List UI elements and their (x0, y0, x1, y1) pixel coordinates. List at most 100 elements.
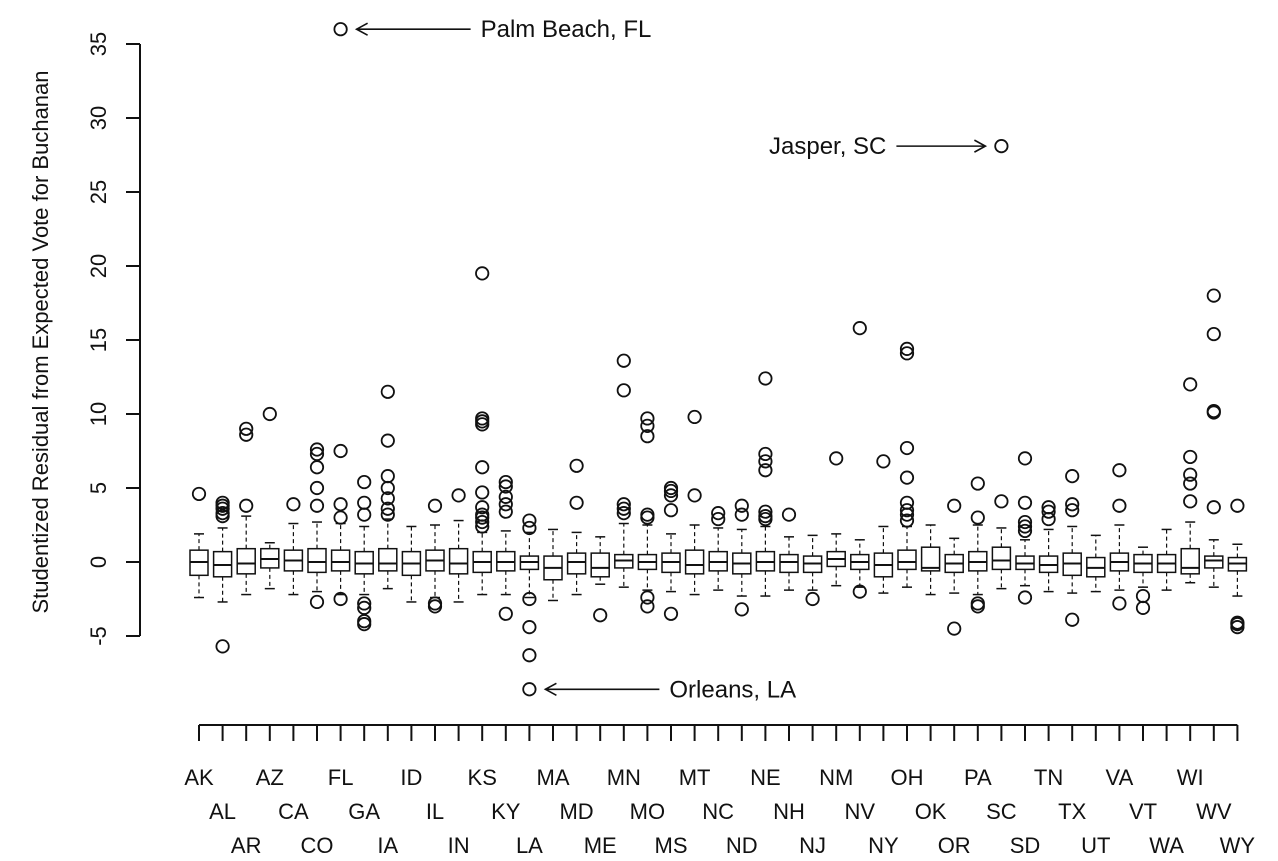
outlier-point (1206, 326, 1221, 342)
outlier-point (1206, 500, 1221, 515)
box-iqr (378, 547, 398, 572)
annotation-arrow (896, 139, 988, 153)
box-SC (991, 527, 1012, 590)
x-tick-label: MS (655, 833, 688, 858)
x-tick-label: MT (679, 765, 711, 790)
box-GA (354, 525, 374, 596)
box-NV (850, 539, 870, 588)
outlier-point (1065, 612, 1080, 627)
box-iqr (236, 547, 256, 575)
box-iqr (590, 552, 610, 578)
box-TX (1062, 525, 1082, 594)
box-MD (566, 531, 587, 596)
y-tick-label: -5 (86, 626, 111, 646)
x-tick-label: IL (426, 799, 444, 824)
outlier-point (734, 507, 749, 522)
x-tick-label: CO (301, 833, 334, 858)
outlier-point (309, 446, 325, 462)
outlier-point (215, 639, 230, 654)
outlier-point (569, 495, 584, 510)
outlier-point (309, 460, 325, 475)
box-iqr (897, 549, 917, 571)
box-WY (1227, 543, 1248, 597)
outlier-point (357, 614, 372, 629)
box-MA (543, 528, 563, 602)
outlier-point (1017, 451, 1033, 466)
x-tick-label: NC (702, 799, 734, 824)
box-WV (1204, 539, 1224, 588)
x-tick-label: OR (938, 833, 971, 858)
outlier-point (640, 429, 655, 444)
outlier-point (1230, 620, 1245, 635)
x-tick-label: WY (1220, 833, 1256, 858)
outlier-point (522, 513, 537, 528)
outlier-point (1183, 377, 1198, 392)
outlier-point (309, 594, 325, 610)
outlier-point (239, 498, 254, 513)
outlier-point (1230, 498, 1245, 513)
outlier-point (711, 511, 726, 527)
outlier-point (357, 474, 372, 490)
outlier-point (522, 648, 537, 663)
x-tick-label: ND (726, 833, 758, 858)
outlier-point (1135, 600, 1151, 615)
box-AK (189, 533, 209, 599)
outlier-point (333, 22, 348, 37)
x-tick-label: VT (1129, 799, 1157, 824)
outlier-point (1112, 498, 1127, 513)
outlier-point (1017, 514, 1033, 530)
outlier-point (357, 600, 372, 615)
box-FL (330, 522, 351, 596)
outlier-point (1112, 463, 1127, 478)
outlier-point (286, 497, 301, 512)
outlier-point (357, 495, 372, 510)
outlier-point (994, 139, 1009, 154)
box-NH (779, 536, 799, 591)
box-iqr (684, 549, 705, 575)
outlier-point (758, 511, 773, 527)
outlier-point (616, 383, 631, 398)
box-VA (1109, 524, 1130, 591)
outlier-point (498, 497, 513, 512)
x-tick-label: ME (584, 833, 617, 858)
outlier-point (899, 503, 915, 518)
outlier-point (640, 590, 655, 605)
box-ID (401, 525, 422, 603)
box-MS (661, 533, 681, 593)
outlier-point (663, 483, 679, 499)
x-tick-label: VA (1106, 765, 1134, 790)
x-tick-label: AR (231, 833, 262, 858)
box-OK (920, 524, 941, 596)
outlier-point (781, 507, 797, 522)
x-tick-label: ID (400, 765, 422, 790)
outlier-point (640, 510, 655, 525)
outlier-point (1017, 495, 1033, 510)
outlier-point (380, 433, 395, 448)
y-tick-label: 30 (86, 106, 111, 130)
x-tick-label: NH (773, 799, 805, 824)
x-tick-label: CA (278, 799, 309, 824)
outlier-point (498, 504, 513, 519)
outlier-point (970, 599, 985, 614)
outlier-point (475, 510, 490, 525)
outlier-point (876, 454, 891, 469)
outlier-point (616, 353, 631, 368)
y-tick-label: 5 (86, 482, 111, 494)
outlier-point (593, 608, 608, 623)
outlier-point (1017, 590, 1033, 605)
outlier-point (663, 503, 679, 518)
box-OH (897, 525, 917, 588)
outlier-point (758, 454, 773, 469)
outlier-point (309, 480, 325, 496)
box-IA (378, 518, 398, 590)
arrow-head (543, 682, 557, 696)
box-LA (519, 531, 540, 599)
x-tick-label: LA (516, 833, 543, 858)
outlier-point (522, 620, 537, 635)
outlier-point (522, 682, 537, 697)
outlier-point (475, 266, 490, 281)
outlier-point (758, 371, 773, 386)
annotation-arrow (543, 682, 660, 696)
x-tick-label: NV (845, 799, 876, 824)
